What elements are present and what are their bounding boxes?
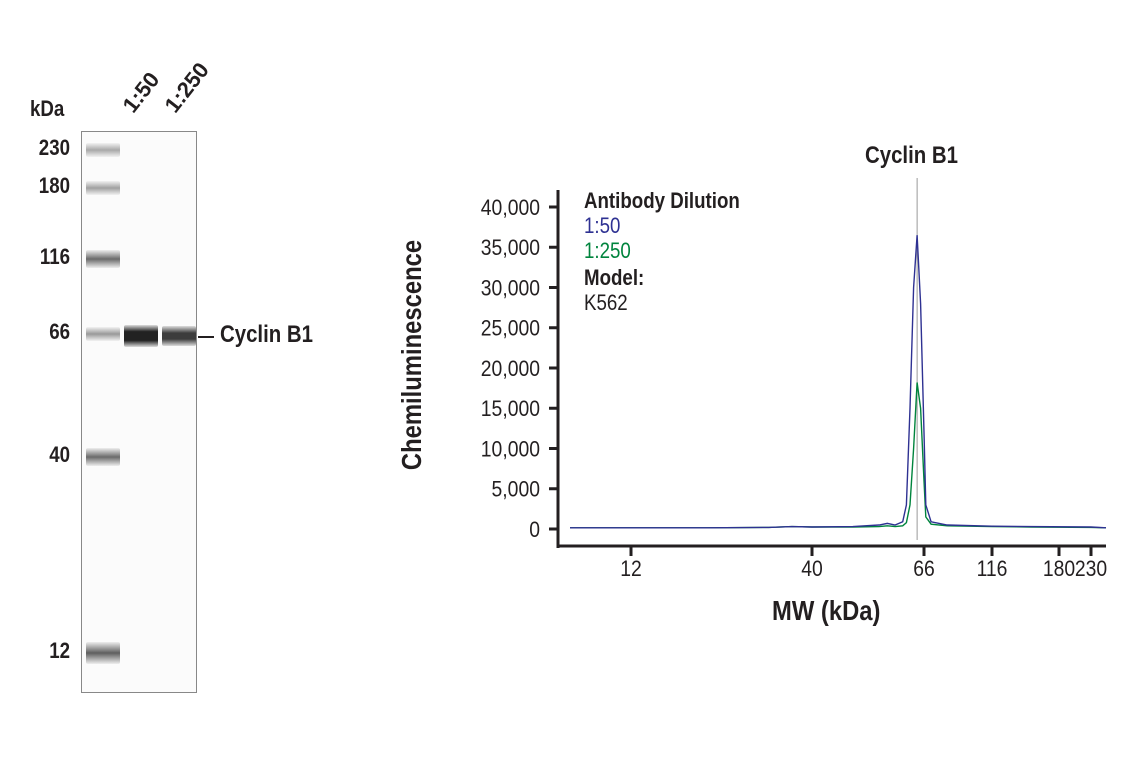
marker-label-66: 66 [49,319,70,344]
band-pointer-line [198,336,214,338]
y-tick-label: 20,000 [481,357,540,381]
series-line-1-250 [570,382,1107,529]
y-tick-label: 30,000 [481,276,540,300]
x-tick-label: 40 [801,557,823,581]
y-tick-label: 15,000 [481,397,540,421]
ladder-band-12 [86,642,120,664]
marker-label-180: 180 [38,173,70,198]
y-tick-label: 0 [529,518,540,542]
x-tick-label: 66 [913,557,935,581]
marker-label-116: 116 [39,244,70,269]
marker-label-12: 12 [49,638,70,663]
legend: Antibody Dilution 1:50 1:250 Model: K562 [584,188,740,315]
y-tick-label: 35,000 [481,236,540,260]
y-tick-label: 40,000 [481,196,540,220]
chart-title: Cyclin B1 [865,142,958,169]
ladder-band-116 [86,250,120,268]
x-axis-label: MW (kDa) [772,595,881,626]
x-tick-label: 116 [977,557,1008,581]
x-tick-label: 180 [1043,557,1075,581]
series-line-1-50 [570,235,1107,529]
x-tick-label: 230 [1075,557,1107,581]
legend-model-label: Model: [584,265,645,290]
legend-item-1-250: 1:250 [584,238,631,263]
x-tick-label: 12 [620,557,642,581]
marker-label-230: 230 [38,135,70,160]
ladder-band-66 [86,327,120,341]
band-label: Cyclin B1 [220,321,313,348]
ladder-band-180 [86,181,120,195]
legend-model-value: K562 [584,290,628,315]
y-tick-label: 25,000 [481,317,540,341]
ladder-band-40 [86,448,120,466]
sample-band-1-250 [162,326,196,346]
ladder-band-230 [86,143,120,157]
y-tick-label: 5,000 [492,478,540,502]
kda-label: kDa [30,96,65,121]
legend-title: Antibody Dilution [584,188,740,213]
y-tick-label: 10,000 [481,437,540,461]
legend-item-1-50: 1:50 [584,213,621,238]
marker-label-40: 40 [49,442,70,467]
y-axis-label: Chemiluminescence [396,239,427,471]
blot-image [81,131,197,693]
sample-band-1-50 [124,325,158,347]
